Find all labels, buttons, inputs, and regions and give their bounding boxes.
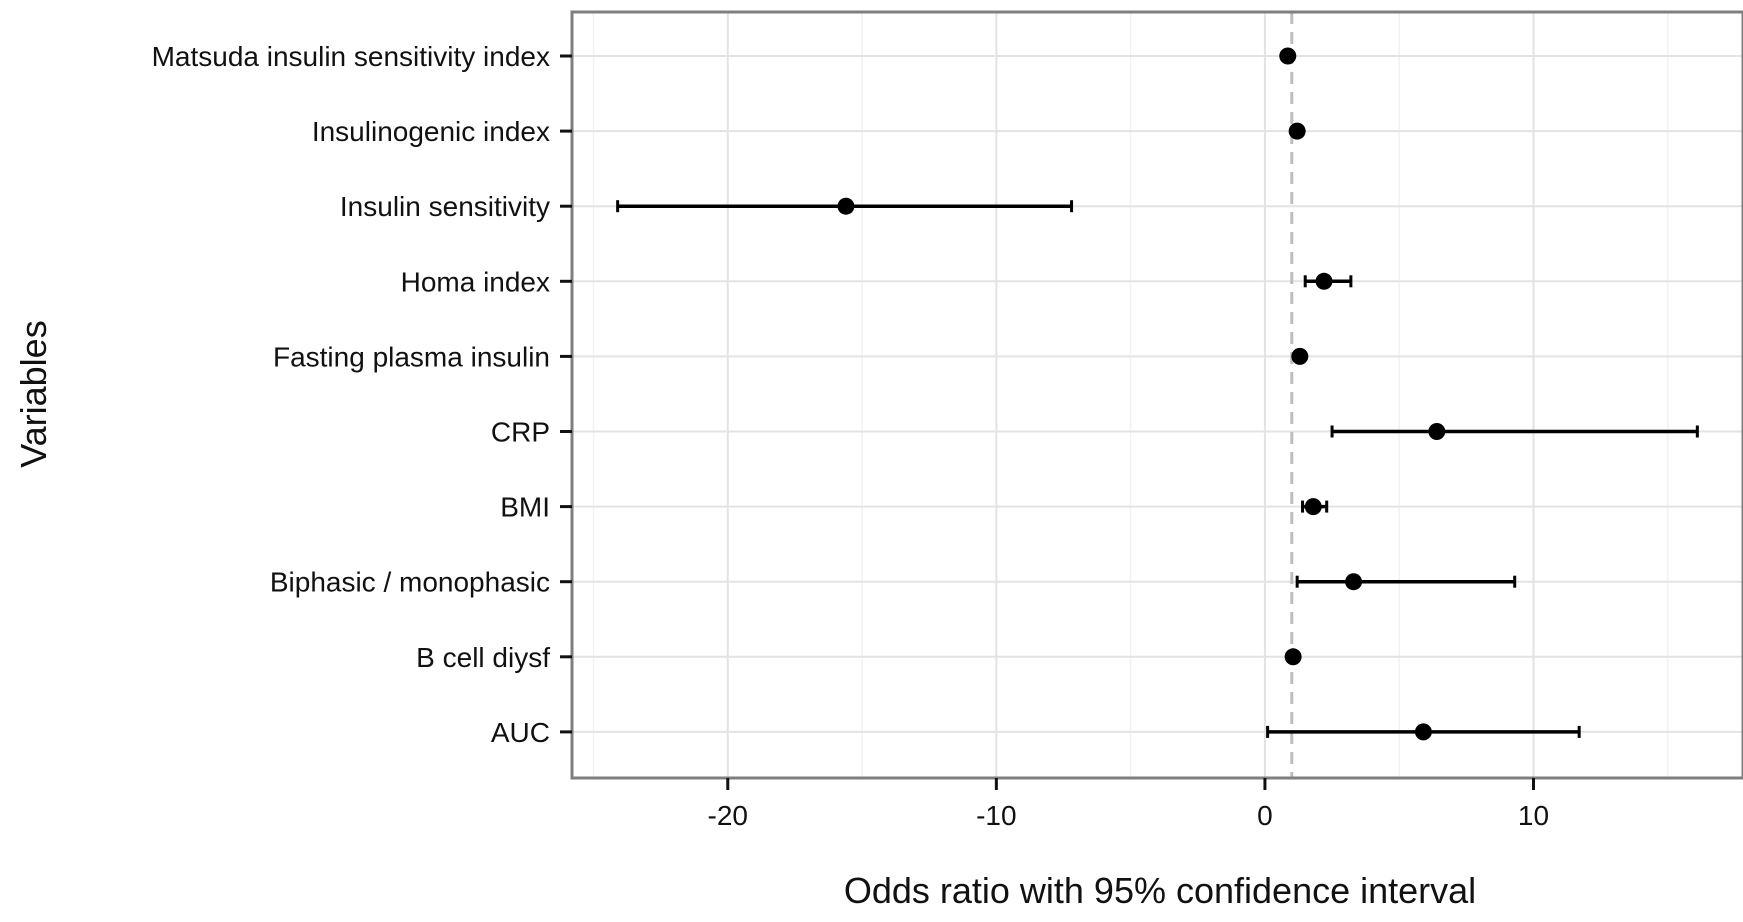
estimate-point (1315, 272, 1333, 290)
plot-panel-border (570, 10, 1743, 780)
y-tick-label: Matsuda insulin sensitivity index (152, 41, 550, 72)
estimate-point (1284, 648, 1302, 666)
y-axis: Matsuda insulin sensitivity index Insulin… (152, 41, 572, 748)
estimate-point (837, 197, 855, 215)
y-tick-label: Insulinogenic index (312, 116, 550, 147)
major-gridlines (572, 12, 1743, 778)
x-tick-label: 0 (1257, 800, 1273, 831)
x-tick-label: -10 (976, 800, 1016, 831)
minor-gridlines (592, 12, 1669, 778)
estimate-point (1414, 723, 1432, 741)
y-tick-label: AUC (491, 717, 550, 748)
y-axis-title: Variables (13, 320, 54, 467)
y-tick-label: Insulin sensitivity (340, 191, 550, 222)
y-tick-label: Homa index (401, 266, 550, 297)
estimate-point (1291, 347, 1309, 365)
y-tick-label: Biphasic / monophasic (270, 567, 550, 598)
estimate-point (1345, 573, 1363, 591)
estimate-point (1428, 423, 1446, 440)
y-tick-label: B cell diysf (416, 642, 550, 673)
x-tick-label: -20 (708, 800, 748, 831)
y-tick-label: BMI (500, 492, 550, 523)
estimate-point (1279, 47, 1297, 65)
x-axis-title: Odds ratio with 95% confidence interval (844, 870, 1476, 911)
estimate-point (1288, 122, 1306, 140)
data-marks (616, 47, 1699, 741)
y-tick-label: CRP (491, 417, 550, 448)
x-tick-label: 10 (1518, 800, 1549, 831)
y-tick-label: Fasting plasma insulin (273, 341, 550, 372)
x-axis: -20 -10 0 10 (708, 778, 1549, 831)
estimate-point (1304, 498, 1322, 516)
